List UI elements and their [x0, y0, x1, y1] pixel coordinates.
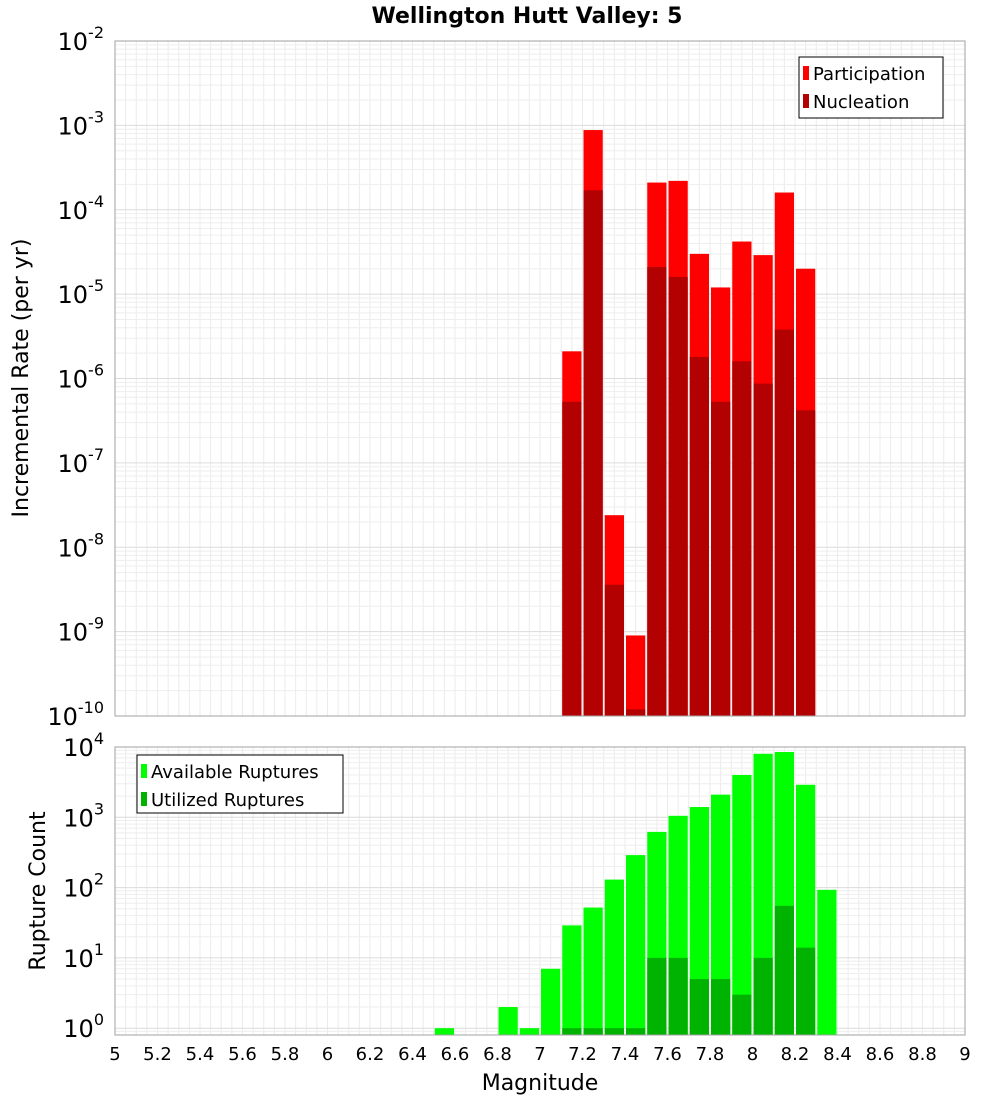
x-tick-label: 6.8 — [483, 1044, 512, 1065]
x-tick-label: 7.6 — [653, 1044, 682, 1065]
y-tick-label: 10-3 — [58, 107, 105, 140]
legend-box — [136, 754, 344, 814]
y-tick-labels: 10-10 10-9 10-8 10-7 10-6 10-5 10-4 10-3 10-2 — [47, 23, 104, 731]
bar — [583, 907, 603, 1035]
bar — [626, 1028, 646, 1035]
y-axis-title: Incremental Rate (per yr) — [9, 239, 34, 518]
y-tick-label: 10-7 — [58, 445, 105, 478]
x-tick-label: 7.4 — [611, 1044, 640, 1065]
legend-swatch — [141, 792, 147, 806]
x-tick-label: 6.6 — [441, 1044, 470, 1065]
plot-frame — [114, 40, 966, 717]
bar — [796, 947, 816, 1035]
x-tick-label: 5.4 — [186, 1044, 215, 1065]
x-tick-label: 6 — [322, 1044, 333, 1065]
bar — [604, 584, 624, 716]
bar — [753, 957, 773, 1035]
legend-swatch — [803, 94, 809, 108]
x-tick-label: 8.8 — [908, 1044, 937, 1065]
x-tick-label: 5 — [109, 1044, 120, 1065]
legend: Participation Nucleation — [798, 56, 944, 119]
bar — [562, 401, 582, 716]
bar — [434, 1028, 454, 1035]
top-panel-incremental-rate: 10-10 10-9 10-8 10-7 10-6 10-5 10-4 10-3 10-2 Inc… — [9, 23, 966, 731]
y-tick-label: 10-5 — [58, 276, 105, 309]
bar — [774, 329, 794, 716]
bar — [604, 879, 624, 1035]
bar — [753, 383, 773, 716]
x-tick-label: 9 — [959, 1044, 970, 1065]
x-tick-label: 5.2 — [143, 1044, 172, 1065]
x-tick-label: 6.2 — [356, 1044, 385, 1065]
y-tick-label: 104 — [63, 729, 104, 762]
bar — [626, 855, 646, 1035]
bar — [796, 410, 816, 716]
bar — [668, 957, 688, 1035]
bar — [562, 925, 582, 1035]
legend-label: Available Ruptures — [151, 762, 319, 783]
y-tick-label: 101 — [63, 940, 104, 973]
y-tick-label: 10-8 — [58, 529, 105, 562]
bar — [583, 1028, 603, 1035]
bar — [732, 774, 752, 1035]
y-tick-label: 100 — [63, 1010, 104, 1043]
bar — [626, 709, 646, 716]
x-tick-label: 7.2 — [568, 1044, 597, 1065]
y-tick-label: 10-10 — [47, 698, 104, 731]
bar — [583, 190, 603, 716]
bar — [689, 356, 709, 716]
x-tick-label: 7.8 — [696, 1044, 725, 1065]
bar — [711, 979, 731, 1035]
bar — [519, 1028, 539, 1035]
x-tick-label: 8.6 — [866, 1044, 895, 1065]
bar — [668, 276, 688, 716]
series-utilized-ruptures — [562, 905, 816, 1035]
bar — [647, 957, 667, 1035]
chart-title: Wellington Hutt Valley: 5 — [372, 4, 683, 29]
bar — [689, 979, 709, 1035]
bar — [498, 1007, 518, 1035]
y-tick-labels: 100 101 102 103 104 — [63, 729, 104, 1043]
bar — [562, 1028, 582, 1035]
bar — [541, 968, 561, 1035]
y-tick-label: 10-9 — [58, 614, 105, 647]
y-axis-title: Rupture Count — [26, 811, 51, 971]
bar — [711, 401, 731, 716]
plot-frame — [114, 746, 966, 1036]
bar — [604, 1028, 624, 1035]
legend-label: Participation — [813, 64, 925, 85]
y-tick-label: 10-6 — [58, 361, 105, 394]
bar — [732, 994, 752, 1035]
x-tick-label: 6.4 — [398, 1044, 427, 1065]
x-tick-label: 8 — [747, 1044, 758, 1065]
bar — [647, 266, 667, 716]
bar — [732, 361, 752, 716]
bar — [711, 794, 731, 1035]
x-tick-labels: 5 5.2 5.4 5.6 5.8 6 6.2 6.4 6.6 6.8 7 7.2 7.4 7.6 7.8 8… — [109, 1044, 970, 1065]
bar — [626, 635, 646, 716]
x-tick-label: 5.6 — [228, 1044, 257, 1065]
legend-label: Utilized Ruptures — [151, 790, 304, 811]
legend-swatch — [803, 66, 809, 80]
x-tick-label: 5.8 — [271, 1044, 300, 1065]
bar — [689, 807, 709, 1035]
x-tick-label: 7 — [534, 1044, 545, 1065]
y-tick-label: 102 — [63, 870, 104, 903]
legend-swatch — [141, 764, 147, 778]
x-axis-title: Magnitude — [482, 1071, 599, 1096]
y-tick-label: 10-2 — [58, 23, 105, 56]
legend-box — [798, 56, 944, 119]
bottom-panel-rupture-count: 100 101 102 103 104 Rupture Count Available Ru… — [26, 729, 966, 1043]
bar — [774, 905, 794, 1035]
series-nucleation — [562, 190, 816, 716]
x-tick-label: 8.2 — [781, 1044, 810, 1065]
y-tick-label: 10-4 — [58, 192, 105, 225]
x-tick-label: 8.4 — [823, 1044, 852, 1065]
y-tick-label: 103 — [63, 799, 104, 832]
grid — [114, 40, 966, 717]
bar — [817, 889, 837, 1035]
legend: Available Ruptures Utilized Ruptures — [136, 754, 344, 814]
legend-label: Nucleation — [813, 92, 909, 113]
